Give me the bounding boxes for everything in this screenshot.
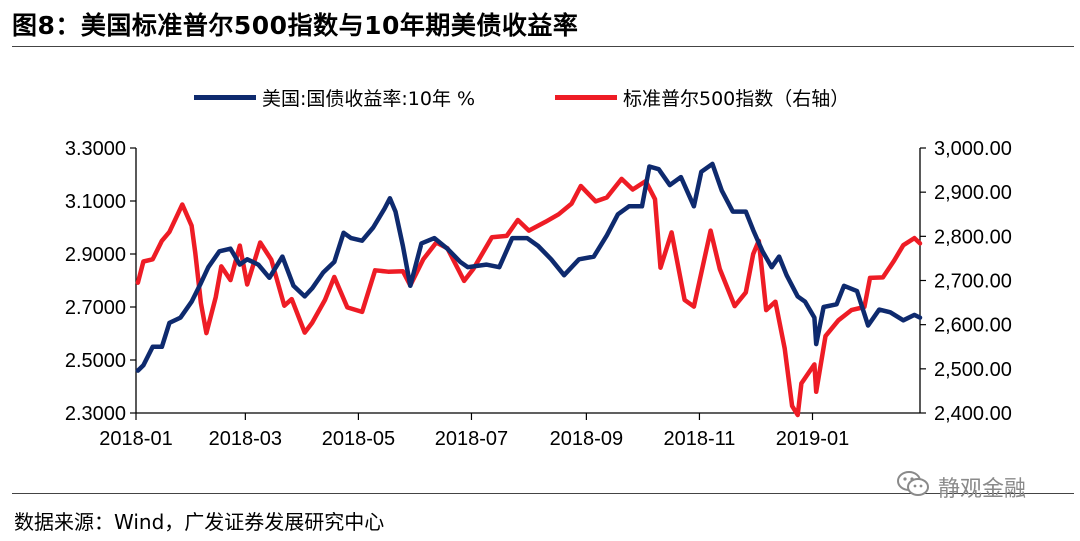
y-right-tick-label: 2,800.00: [934, 226, 1012, 248]
wechat-icon: [896, 470, 930, 504]
y-right-tick-label: 2,700.00: [934, 271, 1012, 293]
legend-item-treasury: 美国:国债收益率:10年 %: [194, 84, 475, 110]
legend-swatch-sp500: [555, 94, 617, 100]
y-left-tick-label: 3.3000: [65, 138, 126, 160]
watermark-text: 静观金融: [938, 477, 1027, 502]
x-tick-label: 2018-09: [550, 428, 623, 450]
legend-swatch-treasury: [194, 94, 256, 100]
y-left-tick-label: 2.9000: [65, 244, 126, 266]
x-tick-label: 2018-05: [322, 428, 395, 450]
source-note: 数据来源：Wind，广发证券发展研究中心: [14, 510, 385, 534]
y-right-tick-label: 2,600.00: [934, 315, 1012, 337]
legend-label-treasury: 美国:国债收益率:10年 %: [262, 87, 476, 110]
y-right-tick-label: 2,900.00: [934, 182, 1012, 204]
title-divider: [12, 46, 1074, 47]
x-tick-label: 2018-03: [209, 428, 282, 450]
chart-title: 图8：美国标准普尔500指数与10年期美债收益率: [12, 11, 579, 40]
watermark: 静观金融: [896, 470, 1026, 504]
y-right-tick-label: 2,500.00: [934, 359, 1012, 381]
y-left-tick-label: 2.5000: [65, 350, 126, 372]
y-right-tick-label: 3,000.00: [934, 138, 1012, 160]
y-left-tick-label: 2.3000: [65, 403, 126, 425]
series-line-treasury-yield: [135, 161, 923, 373]
x-tick-label: 2019-01: [776, 428, 849, 450]
x-tick-label: 2018-01: [99, 428, 172, 450]
y-left-tick-label: 3.1000: [65, 191, 126, 213]
chart-series: [135, 161, 923, 418]
y-right-tick-label: 2,400.00: [934, 403, 1012, 425]
x-tick-label: 2018-11: [663, 428, 735, 450]
series-line-sp500: [135, 176, 923, 418]
legend-item-sp500: 标准普尔500指数（右轴）: [555, 84, 849, 110]
x-tick-label: 2018-07: [435, 428, 508, 450]
legend-label-sp500: 标准普尔500指数（右轴）: [623, 87, 850, 110]
y-left-tick-label: 2.7000: [65, 297, 126, 319]
chart-axes: 3.3000 3.1000 2.9000 2.7000 2.5000 2.3000 3,00…: [65, 138, 1012, 450]
footer-divider: [12, 493, 1074, 494]
